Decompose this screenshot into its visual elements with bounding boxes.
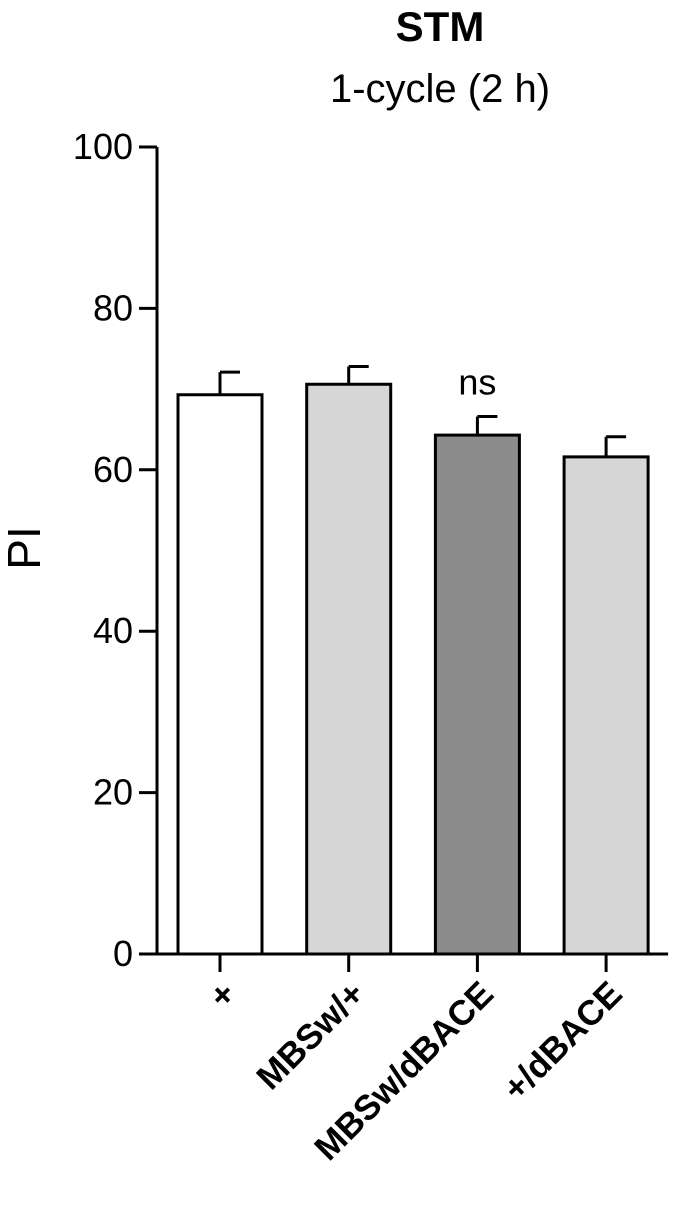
- bars: [176, 365, 650, 956]
- chart-title: STM: [396, 3, 485, 50]
- chart-subtitle: 1-cycle (2 h): [330, 67, 550, 111]
- bar: [305, 382, 393, 956]
- bar: [433, 433, 521, 956]
- x-axis: + MBSw/+MBSw/dBACE+/dBACE: [157, 952, 669, 1168]
- bar: [176, 393, 264, 956]
- x-tick-label: +: [202, 974, 244, 1016]
- x-tick-label: +/dBACE: [496, 974, 630, 1108]
- bar: [562, 455, 650, 956]
- y-axis-label: PI: [0, 526, 50, 569]
- y-tick-label: 0: [113, 933, 133, 974]
- y-tick-label: 100: [73, 126, 133, 167]
- y-tick-label: 40: [93, 610, 133, 651]
- significance-label: ns: [458, 362, 496, 403]
- y-tick-label: 60: [93, 449, 133, 490]
- y-axis: 0 20 40 60 80 100: [73, 126, 159, 974]
- annotations: ns: [458, 362, 496, 403]
- y-tick-label: 80: [93, 287, 133, 328]
- y-tick-label: 20: [93, 772, 133, 813]
- x-tick-label: MBSw/+: [249, 974, 372, 1097]
